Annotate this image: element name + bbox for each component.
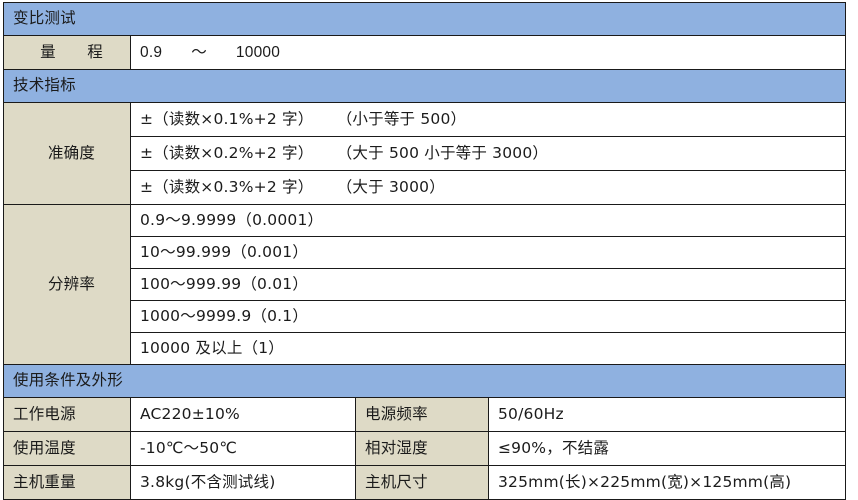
row-value-power-supply: AC220±10% bbox=[130, 397, 356, 432]
table-row: ±（读数×0.3%+2 字） （大于 3000） bbox=[4, 170, 846, 205]
table-row: 使用温度 -10℃～50℃ 相对湿度 ≤90%，不结露 bbox=[3, 431, 846, 466]
row-label-resolution: 分辨率 bbox=[3, 204, 131, 365]
row-label-range: 量 程 bbox=[3, 35, 131, 70]
accuracy-condition-3: （大于 3000） bbox=[336, 177, 445, 196]
specification-table: 变比测试 量 程 0.9 ～ 10000 技术指标 准确度 bbox=[3, 2, 846, 500]
row-label-unit-weight: 主机重量 bbox=[3, 465, 131, 500]
range-max: 10000 bbox=[235, 43, 281, 61]
accuracy-formula-2: ±（读数×0.2%+2 字） bbox=[140, 143, 314, 162]
resolution-value-1: 0.9～9.9999（0.0001） bbox=[130, 204, 846, 237]
accuracy-condition-2: （大于 500 小于等于 3000） bbox=[336, 143, 549, 162]
row-value-relative-humidity: ≤90%，不结露 bbox=[488, 431, 846, 466]
table-row: 100～999.99（0.01） bbox=[4, 268, 846, 301]
table-row: 工作电源 AC220±10% 电源频率 50/60Hz bbox=[3, 397, 846, 432]
range-min: 0.9 bbox=[140, 43, 163, 61]
accuracy-value-1: ±（读数×0.1%+2 字） （小于等于 500） bbox=[130, 102, 846, 137]
table-row: 10000 及以上（1） bbox=[4, 332, 846, 365]
section-band-row: 使用条件及外形 bbox=[3, 364, 846, 398]
row-value-power-frequency: 50/60Hz bbox=[488, 397, 846, 432]
row-label-power-supply: 工作电源 bbox=[3, 397, 131, 432]
row-label-unit-dimensions: 主机尺寸 bbox=[355, 465, 489, 500]
table-row: ±（读数×0.2%+2 字） （大于 500 小于等于 3000） bbox=[4, 136, 846, 171]
row-value-unit-dimensions: 325mm(长)×225mm(宽)×125mm(高) bbox=[488, 465, 846, 500]
accuracy-formula-1: ±（读数×0.1%+2 字） bbox=[140, 109, 314, 128]
table-row: 主机重量 3.8kg(不含测试线) 主机尺寸 325mm(长)×225mm(宽)… bbox=[3, 465, 846, 500]
section-band-tech-specs: 技术指标 bbox=[3, 69, 846, 103]
table-row: 10～99.999（0.001） bbox=[4, 236, 846, 269]
row-label-relative-humidity: 相对湿度 bbox=[355, 431, 489, 466]
accuracy-formula-3: ±（读数×0.3%+2 字） bbox=[140, 177, 314, 196]
range-separator-icon: ～ bbox=[191, 42, 207, 61]
row-label-power-frequency: 电源频率 bbox=[355, 397, 489, 432]
row-label-operating-temperature: 使用温度 bbox=[3, 431, 131, 466]
accuracy-value-3: ±（读数×0.3%+2 字） （大于 3000） bbox=[130, 170, 846, 205]
table-row: 量 程 0.9 ～ 10000 bbox=[3, 35, 846, 70]
table-row: 1000～9999.9（0.1） bbox=[4, 300, 846, 333]
section-band-row: 技术指标 bbox=[3, 69, 846, 103]
section-band-row: 变比测试 bbox=[3, 2, 846, 36]
resolution-value-3: 100～999.99（0.01） bbox=[130, 268, 846, 301]
section-band-usage-conditions: 使用条件及外形 bbox=[3, 364, 846, 398]
row-value-operating-temperature: -10℃～50℃ bbox=[130, 431, 356, 466]
specification-sheet: 变比测试 量 程 0.9 ～ 10000 技术指标 准确度 bbox=[3, 2, 846, 500]
section-band-ratio-test: 变比测试 bbox=[3, 2, 846, 36]
row-value-unit-weight: 3.8kg(不含测试线) bbox=[130, 465, 356, 500]
resolution-value-4: 1000～9999.9（0.1） bbox=[130, 300, 846, 333]
table-row: 准确度 ±（读数×0.1%+2 字） （小于等于 500） bbox=[3, 102, 846, 205]
resolution-value-5: 10000 及以上（1） bbox=[130, 332, 846, 365]
row-label-accuracy: 准确度 bbox=[3, 102, 131, 205]
resolution-value-2: 10～99.999（0.001） bbox=[130, 236, 846, 269]
table-row: 分辨率 0.9～9.9999（0.0001） bbox=[3, 204, 846, 365]
row-value-range: 0.9 ～ 10000 bbox=[130, 35, 846, 70]
accuracy-value-2: ±（读数×0.2%+2 字） （大于 500 小于等于 3000） bbox=[130, 136, 846, 171]
accuracy-condition-1: （小于等于 500） bbox=[336, 109, 467, 128]
